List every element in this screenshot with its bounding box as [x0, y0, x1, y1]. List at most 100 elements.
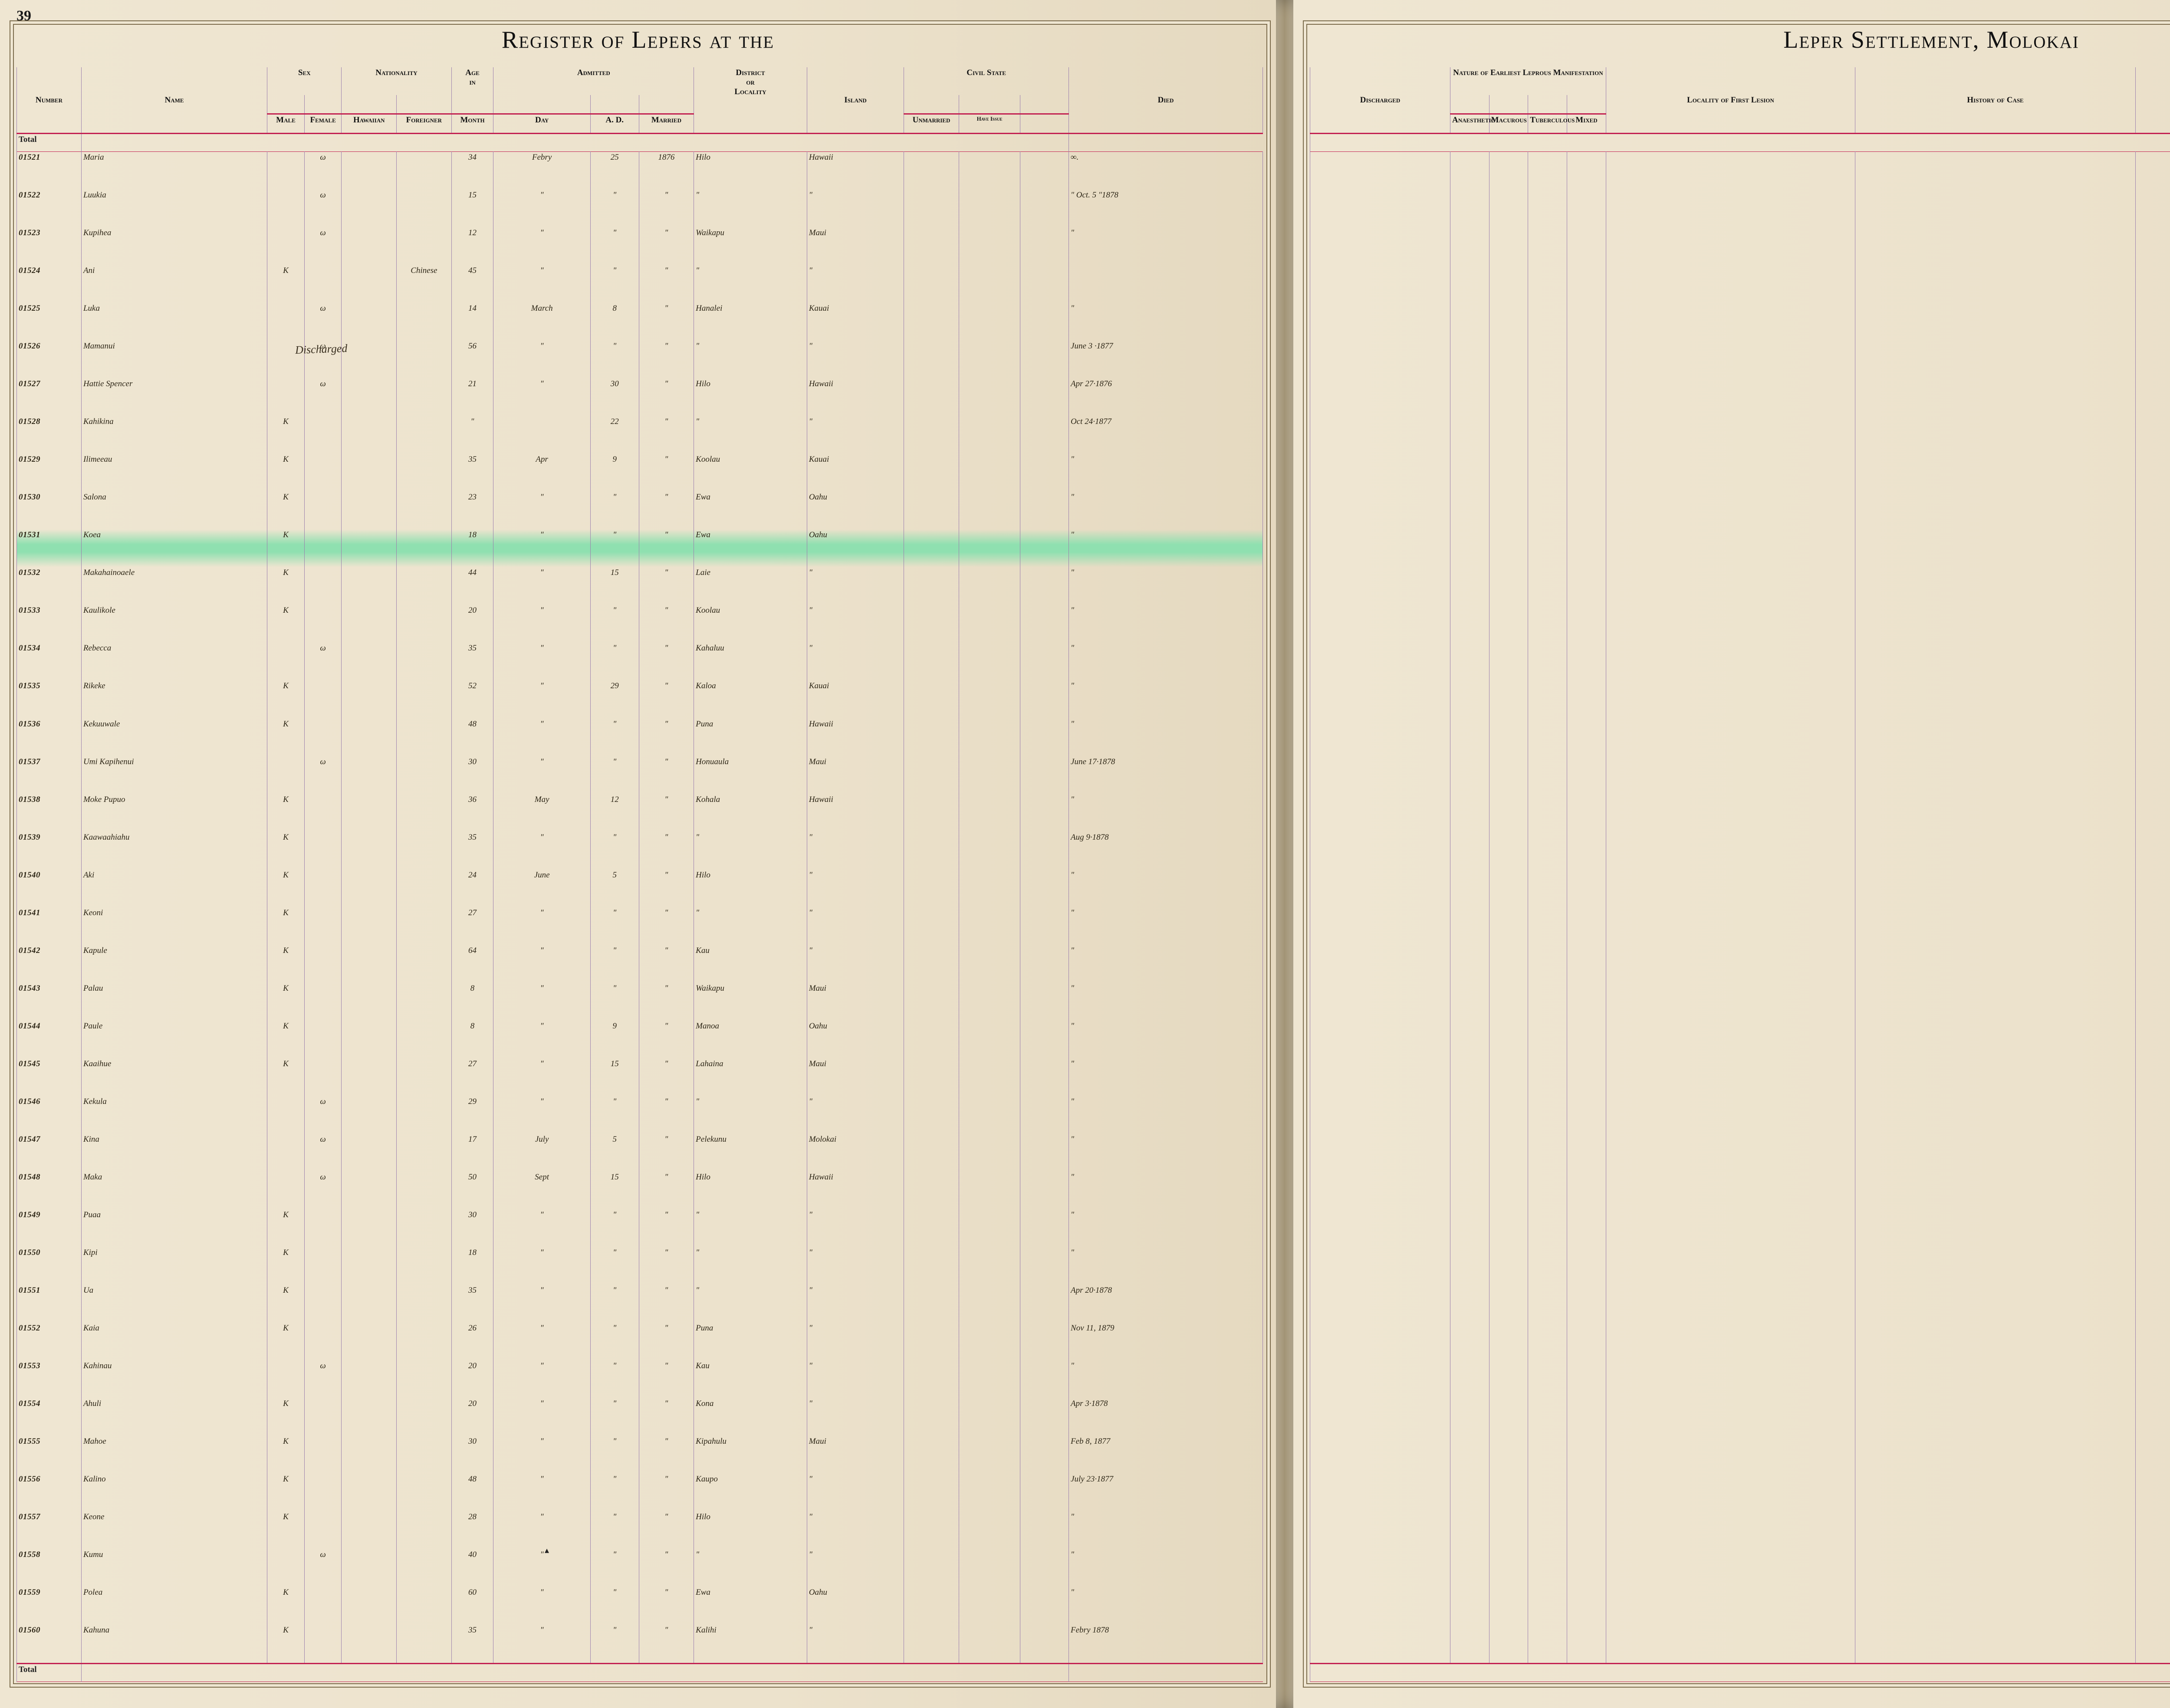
table-row[interactable]: 01540 Aki K 24 June 5 " Hilo " "	[17, 870, 1263, 907]
cell-blank	[1489, 190, 1528, 227]
table-row[interactable]	[1310, 1058, 2170, 1096]
table-row[interactable]: 01535 Rikeke K 52 " 29 " Kaloa Kauai "	[17, 680, 1263, 718]
table-row[interactable]: 01538 Moke Pupuo K 36 May 12 " Kohala Hawaii "	[17, 794, 1263, 832]
table-row[interactable]	[1310, 756, 2170, 794]
table-row[interactable]: 01546 Kekula ω 29 " " " " " "	[17, 1096, 1263, 1134]
table-row[interactable]: 01527 Hattie Spencer ω 21 " 30 " Hilo Hawaii Apr …	[17, 378, 1263, 416]
cell-blank	[1310, 945, 1450, 983]
cell-blank	[1606, 1209, 1855, 1247]
table-row[interactable]	[1310, 1247, 2170, 1285]
table-row[interactable]	[1310, 1209, 2170, 1247]
table-row[interactable]	[1310, 643, 2170, 680]
table-row[interactable]: 01525 Luka ω 14 March 8 " Hanalei Kauai "	[17, 303, 1263, 341]
table-row[interactable]: 01524 Ani K Chinese 45 " " " " "	[17, 265, 1263, 303]
table-row[interactable]	[1310, 492, 2170, 529]
table-row[interactable]: 01539 Kaawaahiahu K 35 " " " " " Aug 9·1878	[17, 832, 1263, 870]
table-row[interactable]: 01557 Keone K 28 " " " Hilo " "	[17, 1511, 1263, 1549]
table-row[interactable]	[1310, 794, 2170, 832]
cell-blank	[1567, 416, 1606, 454]
table-row[interactable]	[1310, 152, 2170, 190]
table-row[interactable]: 01534 Rebecca ω 35 " " " Kahaluu " "	[17, 643, 1263, 680]
table-row[interactable]	[1310, 567, 2170, 605]
col-header-issue	[1020, 95, 1069, 114]
table-row[interactable]: 01555 Mahoe K 30 " " " Kipahulu Maui Feb 8, 1877	[17, 1436, 1263, 1474]
cell-name: Keone	[81, 1511, 267, 1549]
table-row[interactable]: 01541 Keoni K 27 " " " " " "	[17, 907, 1263, 945]
table-row[interactable]: 01544 Paule K 8 " 9 " Manoa Oahu "	[17, 1021, 1263, 1058]
table-row[interactable]: 01542 Kapule K 64 " " " Kau " "	[17, 945, 1263, 983]
table-row[interactable]: 01536 Kekuuwale K 48 " " " Puna Hawaii "	[17, 719, 1263, 756]
table-row[interactable]	[1310, 1096, 2170, 1134]
table-row[interactable]	[1310, 1172, 2170, 1209]
table-row[interactable]	[1310, 190, 2170, 227]
table-row[interactable]	[1310, 680, 2170, 718]
cell-blank	[1606, 378, 1855, 416]
table-row[interactable]	[1310, 945, 2170, 983]
table-row[interactable]	[1310, 1625, 2170, 1663]
cell-male: K	[267, 870, 305, 907]
table-row[interactable]	[1310, 1021, 2170, 1058]
table-row[interactable]: 01528 Kahikina K " 22 " " " Oct 24·1877	[17, 416, 1263, 454]
table-row[interactable]: 01556 Kalino K 48 " " " Kaupo " July 23·1877	[17, 1474, 1263, 1511]
table-row[interactable]	[1310, 870, 2170, 907]
table-row[interactable]: 01545 Kaaihue K 27 " 15 " Lahaina Maui "	[17, 1058, 1263, 1096]
table-row[interactable]: 01551 Ua K 35 " " " " " Apr 20·1878	[17, 1285, 1263, 1323]
table-row[interactable]: 01526 Mamanui ω 56 " " " " " June 3 ·1877	[17, 341, 1263, 378]
table-row[interactable]: 01522 Luukia ω 15 " " " " " " Oct. 5 "1878	[17, 190, 1263, 227]
cell-male: K	[267, 1209, 305, 1247]
table-row[interactable]	[1310, 1474, 2170, 1511]
table-row[interactable]: 01521 Maria ω 34 Febry 25 1876 Hilo Hawaii ∞.	[17, 152, 1263, 190]
table-row[interactable]: 01529 Ilimeeau K 35 Apr 9 " Koolau Kauai "	[17, 454, 1263, 492]
table-row[interactable]	[1310, 1436, 2170, 1474]
table-row[interactable]	[1310, 719, 2170, 756]
table-row[interactable]	[1310, 265, 2170, 303]
table-row[interactable]	[1310, 1323, 2170, 1360]
table-row[interactable]: 01531 Koea K 18 " " " Ewa Oahu "	[17, 529, 1263, 567]
table-row[interactable]	[1310, 1134, 2170, 1172]
table-row[interactable]: 01523 Kupihea ω 12 " " " Waikapu Maui "	[17, 227, 1263, 265]
table-row[interactable]	[1310, 227, 2170, 265]
table-row[interactable]	[1310, 341, 2170, 378]
table-row[interactable]	[1310, 1549, 2170, 1587]
table-row[interactable]: 01543 Palau K 8 " " " Waikapu Maui "	[17, 983, 1263, 1021]
table-row[interactable]	[1310, 454, 2170, 492]
table-row[interactable]	[1310, 378, 2170, 416]
cell-issue	[1020, 265, 1069, 303]
cell-month: "	[493, 1096, 590, 1134]
table-row[interactable]	[1310, 303, 2170, 341]
table-row[interactable]: 01547 Kina ω 17 July 5 " Pelekunu Molokai "	[17, 1134, 1263, 1172]
table-row[interactable]: 01560 Kahuna K 35 " " " Kalihi " Febry 1878	[17, 1625, 1263, 1663]
cell-day: "	[590, 1096, 639, 1134]
table-row[interactable]	[1310, 605, 2170, 643]
table-row[interactable]: 01553 Kahinau ω 20 " " " Kau " "	[17, 1360, 1263, 1398]
cell-male	[267, 1360, 305, 1398]
table-row[interactable]: 01558 Kumu ω 40 " " " " " "	[17, 1549, 1263, 1587]
sub-macurous: Macurous	[1489, 114, 1528, 134]
table-row[interactable]	[1310, 983, 2170, 1021]
cell-unmarried	[959, 1021, 1020, 1058]
table-row[interactable]	[1310, 416, 2170, 454]
table-row[interactable]	[1310, 832, 2170, 870]
table-row[interactable]: 01533 Kaulikole K 20 " " " Koolau " "	[17, 605, 1263, 643]
cell-number: 01548	[17, 1172, 82, 1209]
table-row[interactable]	[1310, 1285, 2170, 1323]
cell-ad: "	[639, 454, 694, 492]
table-row[interactable]: 01552 Kaia K 26 " " " Puna " Nov 11, 1879	[17, 1323, 1263, 1360]
cell-blank	[1567, 1436, 1606, 1474]
table-row[interactable]: 01530 Salona K 23 " " " Ewa Oahu "	[17, 492, 1263, 529]
table-row[interactable]: 01554 Ahuli K 20 " " " Kona " Apr 3·1878	[17, 1398, 1263, 1436]
cell-died: "	[1069, 1587, 1263, 1625]
table-row[interactable]	[1310, 907, 2170, 945]
table-row[interactable]: 01548 Maka ω 50 Sept 15 " Hilo Hawaii "	[17, 1172, 1263, 1209]
table-row[interactable]: 01550 Kipi K 18 " " " " " "	[17, 1247, 1263, 1285]
table-row[interactable]	[1310, 1587, 2170, 1625]
table-row[interactable]: 01532 Makahainoaele K 44 " 15 " Laie " "	[17, 567, 1263, 605]
table-row[interactable]	[1310, 1398, 2170, 1436]
table-row[interactable]: 01549 Puaa K 30 " " " " " "	[17, 1209, 1263, 1247]
cell-blank	[1528, 1058, 1567, 1096]
table-row[interactable]: 01537 Umi Kapihenui ω 30 " " " Honuaula Maui June…	[17, 756, 1263, 794]
table-row[interactable]	[1310, 1511, 2170, 1549]
table-row[interactable]	[1310, 529, 2170, 567]
table-row[interactable]	[1310, 1360, 2170, 1398]
table-row[interactable]: 01559 Polea K 60 " " " Ewa Oahu "	[17, 1587, 1263, 1625]
